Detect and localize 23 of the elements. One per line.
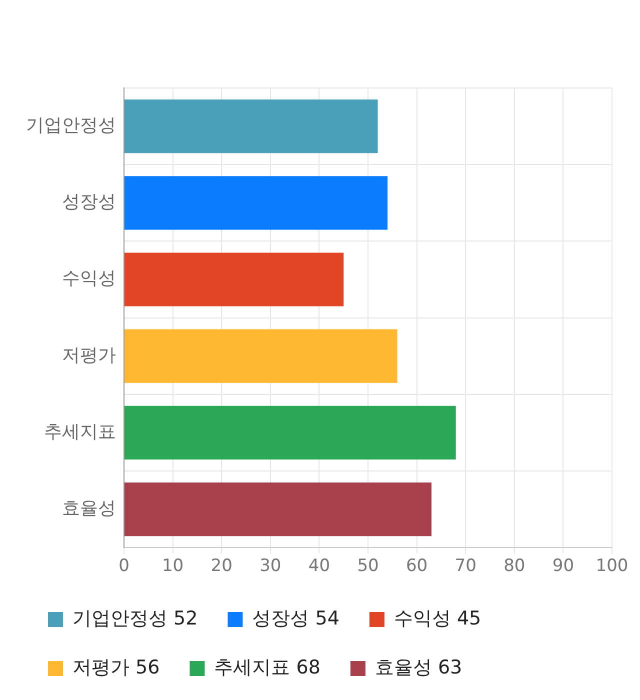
legend-label: 추세지표 68 <box>214 656 320 678</box>
y-tick-label: 기업안정성 <box>26 114 116 136</box>
y-tick-label: 추세지표 <box>44 421 116 442</box>
legend-label: 수익성 45 <box>394 607 482 630</box>
y-tick-label: 저평가 <box>62 344 116 366</box>
x-tick-label: 30 <box>260 556 282 576</box>
legend-label: 기업안정성 52 <box>72 607 198 630</box>
y-tick-label: 수익성 <box>62 268 116 290</box>
legend-label: 저평가 56 <box>72 656 160 678</box>
x-tick-label: 20 <box>210 556 232 576</box>
x-tick-label: 10 <box>162 556 184 576</box>
x-tick-label: 0 <box>118 556 130 576</box>
x-tick-label: 70 <box>454 556 476 576</box>
x-tick-label: 50 <box>357 556 379 576</box>
x-tick-label: 100 <box>596 556 628 576</box>
x-tick-label: 80 <box>504 556 526 576</box>
x-tick-label: 60 <box>406 556 428 576</box>
x-tick-label: 40 <box>308 556 330 576</box>
legend-label: 효율성 63 <box>374 656 462 678</box>
y-tick-label: 성장성 <box>62 192 116 213</box>
x-tick-label: 90 <box>552 556 574 576</box>
y-tick-label: 효율성 <box>62 498 116 519</box>
legend-label: 성장성 54 <box>252 607 340 630</box>
